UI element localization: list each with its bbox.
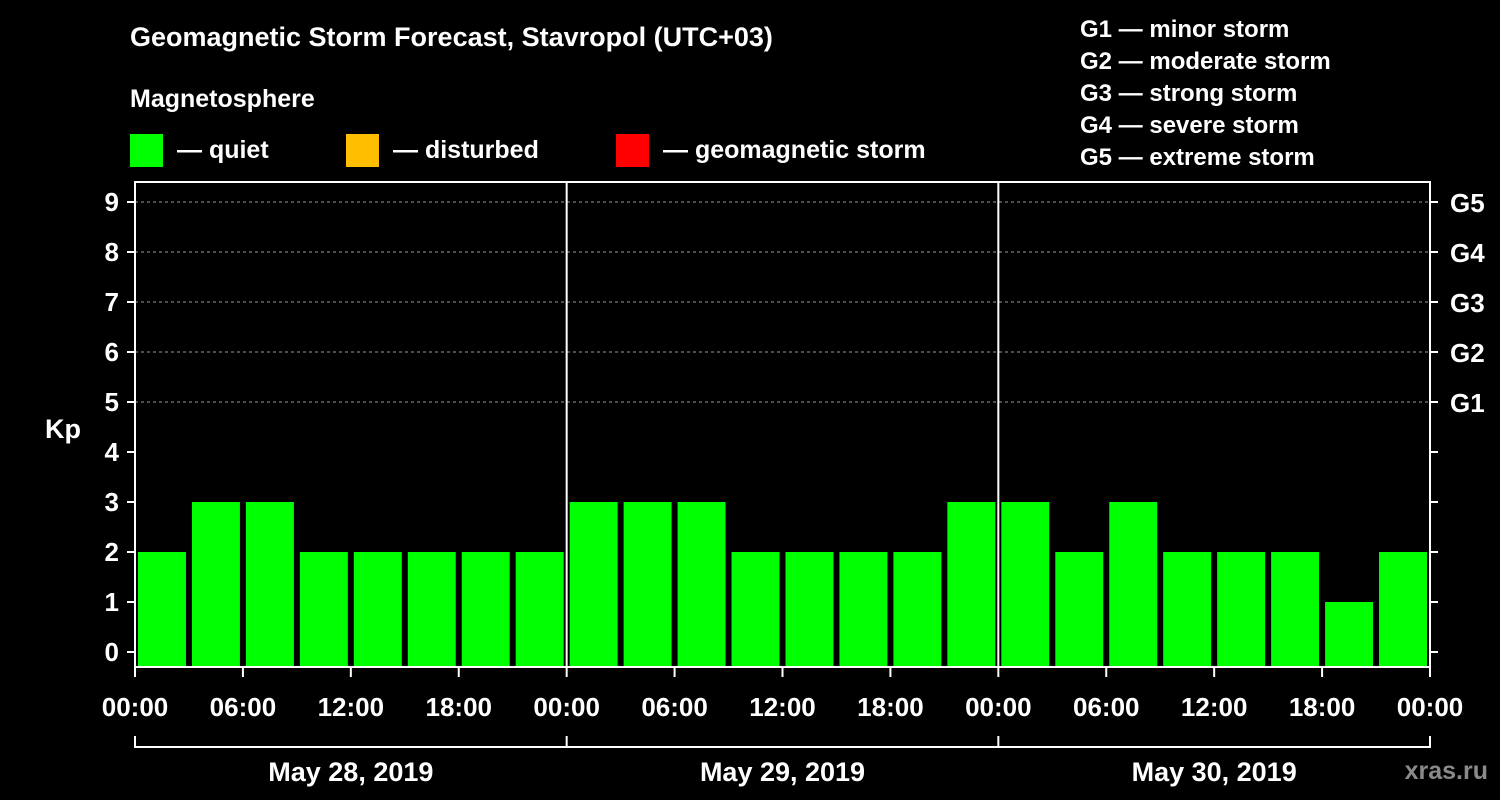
x-tick-label: 00:00 (1397, 692, 1464, 722)
storm-label: — geomagnetic storm (663, 135, 926, 164)
kp-bar (407, 552, 456, 667)
kp-bar (353, 552, 402, 667)
kp-bar (893, 552, 942, 667)
y-tick-label: 2 (105, 537, 119, 567)
kp-bar (1055, 552, 1104, 667)
kp-bar (569, 502, 618, 667)
y-tick-label: 5 (105, 387, 119, 417)
kp-bar (1271, 552, 1320, 667)
disturbed-label: — disturbed (393, 135, 539, 164)
legend-quiet: — quiet (130, 133, 269, 167)
storm-swatch (616, 133, 649, 167)
y-tick-label: 4 (105, 437, 120, 467)
x-tick-label: 18:00 (1289, 692, 1356, 722)
kp-bar (461, 552, 510, 667)
quiet-label: — quiet (177, 135, 269, 164)
disturbed-swatch (346, 133, 379, 167)
kp-bar (299, 552, 348, 667)
legend-disturbed: — disturbed (346, 133, 539, 167)
x-tick-label: 06:00 (641, 692, 708, 722)
g-scale-g5: G5 — extreme storm (1080, 144, 1315, 171)
g-scale-g2: G2 — moderate storm (1080, 48, 1331, 75)
g-level-label: G3 (1450, 288, 1485, 318)
g-level-label: G4 (1450, 238, 1485, 268)
chart-title: Geomagnetic Storm Forecast, Stavropol (U… (130, 22, 773, 52)
y-tick-label: 9 (105, 187, 119, 217)
quiet-swatch (130, 133, 163, 167)
kp-bar (191, 502, 240, 667)
kp-bar (623, 502, 672, 667)
kp-bar (839, 552, 888, 667)
g-scale-g4: G4 — severe storm (1080, 112, 1299, 139)
x-tick-label: 12:00 (318, 692, 385, 722)
day-label: May 28, 2019 (268, 757, 433, 787)
kp-bar (1325, 602, 1374, 667)
g-level-label: G5 (1450, 188, 1485, 218)
kp-bar (245, 502, 294, 667)
magnetosphere-heading: Magnetosphere (130, 85, 315, 113)
kp-bar (515, 552, 564, 667)
kp-bar (785, 552, 834, 667)
day-label: May 29, 2019 (700, 757, 865, 787)
watermark: xras.ru (1404, 757, 1488, 785)
y-tick-label: 1 (105, 587, 119, 617)
kp-bar (1001, 502, 1050, 667)
x-tick-label: 00:00 (965, 692, 1032, 722)
y-tick-label: 0 (105, 637, 119, 667)
kp-bar (138, 552, 186, 667)
g-scale-g3: G3 — strong storm (1080, 80, 1298, 107)
legend-storm: — geomagnetic storm (616, 133, 926, 167)
kp-bar (1109, 502, 1158, 667)
x-tick-label: 06:00 (1073, 692, 1140, 722)
x-tick-label: 00:00 (533, 692, 600, 722)
y-tick-label: 3 (105, 487, 119, 517)
x-tick-label: 00:00 (102, 692, 169, 722)
x-tick-label: 12:00 (1181, 692, 1248, 722)
kp-bar (1163, 552, 1212, 667)
kp-bar (731, 552, 780, 667)
x-tick-label: 06:00 (210, 692, 277, 722)
day-label: May 30, 2019 (1132, 757, 1297, 787)
kp-bar (1217, 552, 1266, 667)
kp-bar (1379, 552, 1427, 667)
x-tick-label: 18:00 (857, 692, 924, 722)
g-scale-g1: G1 — minor storm (1080, 16, 1290, 43)
y-tick-label: 8 (105, 237, 119, 267)
x-tick-label: 18:00 (426, 692, 493, 722)
y-tick-label: 6 (105, 337, 119, 367)
g-level-label: G2 (1450, 338, 1485, 368)
kp-bar (677, 502, 726, 667)
kp-bar (947, 502, 996, 667)
x-tick-label: 12:00 (749, 692, 816, 722)
g-level-label: G1 (1450, 388, 1485, 418)
y-tick-label: 7 (105, 287, 119, 317)
y-axis-label: Kp (45, 414, 81, 444)
